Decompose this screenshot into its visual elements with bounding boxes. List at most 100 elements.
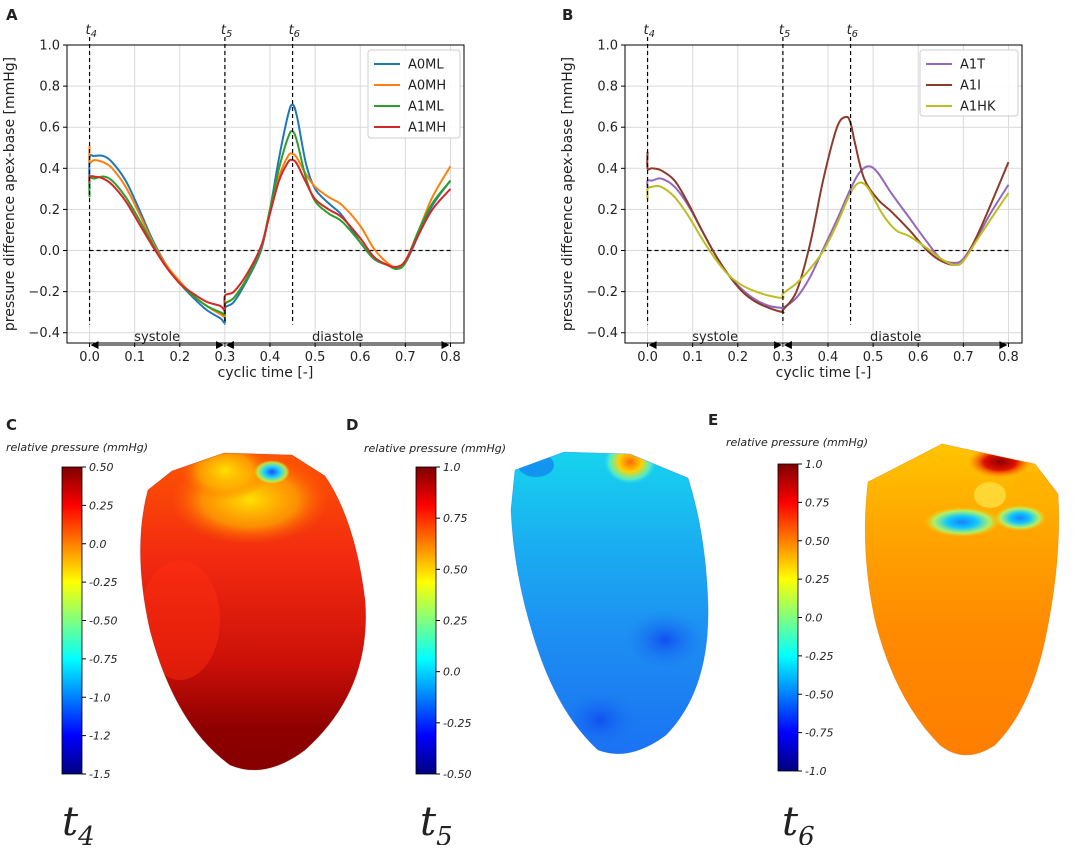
plotA-xtick-label: 0.5: [305, 350, 326, 365]
plot-a-ticks: 0.0 0.1 0.2 0.3 0.4 0.5 0.6 0.7 0.8 −0.4 −0.2 0.0 0.…: [28, 39, 460, 366]
panel-e-colorbar-tick-label: 1.0: [805, 458, 823, 471]
plotB-time-marker-label: t4: [644, 23, 655, 40]
plot-b-ylabel: pressure difference apex-base [mmHg]: [560, 57, 576, 331]
plotB-xtick-label: 0.6: [908, 350, 929, 365]
plotA-xtick-label: 0.7: [395, 350, 416, 365]
panel-d-colorbar-ticks: 1.0 0.75 0.50 0.25 0.0 -0.25 -0.50: [436, 461, 471, 781]
plot-b-legend: A1T A1I A1HK: [919, 49, 1019, 117]
panel-c-colorbar-tick-label: -1.5: [89, 768, 110, 781]
plotB-legend-label: A1T: [960, 58, 985, 73]
panel-e-colorbar-title: relative pressure (mmHg): [726, 436, 868, 449]
plotB-series-line-a1i: [646, 115, 1010, 314]
plotA-phase-label-diastole: diastole: [312, 330, 363, 345]
panel-e-label: E: [708, 411, 718, 429]
plotB-time-marker-label: t5: [779, 23, 790, 40]
plot-a-phases: systole diastole: [90, 330, 450, 350]
plotB-xtick-label: 0.4: [818, 350, 839, 365]
panel-e-colorbar-tick-label: -0.75: [805, 727, 833, 740]
panel-e-colorbar-ticks: 1.0 0.75 0.50 0.25 0.0 -0.25 -0.50 -0.75 -1.0: [798, 458, 833, 778]
panel-c-colorbar-title: relative pressure (mmHg): [6, 441, 148, 454]
panel-d-colorbar-tick-label: 0.75: [443, 512, 468, 525]
plotA-legend-label: A0ML: [408, 58, 444, 73]
plotB-phase-label-diastole: diastole: [870, 330, 921, 345]
plotA-ytick-label: 0.8: [39, 80, 60, 95]
panel-c-time-label: t4: [62, 799, 95, 845]
plotA-series-line-a1mh: [88, 158, 452, 312]
panel-d-colorbar-tick-label: 0.25: [443, 615, 468, 628]
panel-e-colorbar-tick-label: 0.0: [805, 612, 823, 625]
plotA-ytick-label: 1.0: [39, 39, 60, 54]
panel-d-colorbar-tick-label: -0.50: [443, 768, 471, 781]
plot-a-ylabel: pressure difference apex-base [mmHg]: [2, 57, 18, 331]
plotA-xtick-label: 0.6: [350, 350, 371, 365]
plotB-xtick-label: 0.2: [727, 350, 748, 365]
plotB-ytick-label: −0.2: [586, 285, 618, 300]
plotA-time-marker-label: t6: [289, 23, 300, 40]
panel-e-colorbar-tick-label: -0.25: [805, 650, 833, 663]
plotB-xtick-label: 0.7: [953, 350, 974, 365]
panel-c-colorbar-tick-label: 0.25: [89, 499, 114, 512]
panel-c-colorbar-tick-label: -1.2: [89, 730, 110, 743]
plotA-phase-label-systole: systole: [134, 330, 180, 345]
panel-b: B t4 t5 t6 systole diastole 0.0 0.1 0.2 0.3 0.4…: [560, 6, 1023, 381]
panel-c-colorbar-tick-label: -1.0: [89, 691, 110, 704]
plotA-xtick-label: 0.2: [169, 350, 190, 365]
panel-d-heart-outline: [510, 451, 709, 754]
plotA-xtick-label: 0.4: [260, 350, 281, 365]
plotA-ytick-label: −0.4: [28, 326, 60, 341]
plotB-ytick-label: 0.6: [597, 121, 618, 136]
plotA-ytick-label: 0.4: [39, 162, 60, 177]
panel-e-colorbar-tick-label: 0.50: [805, 535, 830, 548]
plotA-ytick-label: 0.6: [39, 121, 60, 136]
panel-c: C relative pressure (mmHg) 0.50 0.25 0.0 -0…: [6, 416, 366, 849]
plotA-legend-box: [367, 49, 461, 139]
panel-e-colorbar-tick-label: -0.50: [805, 688, 833, 701]
panel-e-heart-outline: [864, 443, 1060, 756]
panel-e-colorbar: [777, 463, 799, 772]
plot-b-series: [646, 115, 1010, 314]
panel-d-time-label: t5: [420, 799, 453, 845]
plotA-xtick-label: 0.8: [440, 350, 461, 365]
plotB-series-line-a1hk: [646, 181, 1010, 299]
panel-d-label: D: [346, 416, 358, 434]
plot-a-series: [88, 103, 452, 324]
panel-c-colorbar-tick-label: -0.75: [89, 653, 117, 666]
plotB-legend-label: A1I: [960, 79, 981, 94]
plotB-xtick-label: 0.0: [637, 350, 658, 365]
plotB-legend-label: A1HK: [960, 100, 996, 115]
panel-c-heart-map: [140, 453, 366, 770]
plotB-legend-box: [919, 49, 1019, 117]
plotB-ytick-label: 0.8: [597, 80, 618, 95]
panel-a: A t4 t5 t6 systole diastole 0.0 0.1 0.2 0.3 0.4…: [2, 6, 465, 381]
plotA-time-marker-label: t5: [221, 23, 232, 40]
plot-b-time-markers: t4 t5 t6: [644, 23, 858, 325]
plotB-ytick-label: 0.4: [597, 162, 618, 177]
plot-b-xlabel: cyclic time [-]: [776, 365, 872, 381]
panel-c-colorbar-tick-label: -0.50: [89, 615, 117, 628]
plotA-xtick-label: 0.0: [79, 350, 100, 365]
plotB-ytick-label: 0.2: [597, 203, 618, 218]
plotB-ytick-label: −0.4: [586, 326, 618, 341]
plotA-time-marker-label: t4: [86, 23, 97, 40]
plotA-xtick-label: 0.1: [124, 350, 145, 365]
plotA-ytick-label: 0.2: [39, 203, 60, 218]
plot-a-frame: [66, 44, 465, 344]
panel-d-colorbar-tick-label: -0.25: [443, 717, 471, 730]
panel-c-heart-outline: [140, 452, 366, 771]
panel-d: D relative pressure (mmHg) 1.0 0.75 0.50 0.…: [346, 416, 709, 849]
panel-e-colorbar-tick-label: 0.25: [805, 573, 830, 586]
panel-e-colorbar-tick-label: 0.75: [805, 496, 830, 509]
panel-c-colorbar-tick-label: 0.50: [89, 461, 114, 474]
plotA-ytick-label: 0.0: [39, 244, 60, 259]
panel-d-colorbar-title: relative pressure (mmHg): [364, 442, 506, 455]
plotB-ytick-label: 1.0: [597, 39, 618, 54]
panel-b-label: B: [562, 6, 573, 24]
plotA-legend-label: A1MH: [408, 121, 446, 136]
panel-d-colorbar: [415, 466, 437, 775]
plotB-xtick-label: 0.5: [863, 350, 884, 365]
panel-c-colorbar: [61, 466, 83, 775]
plot-a-xlabel: cyclic time [-]: [218, 365, 314, 381]
plot-a-legend: A0ML A0MH A1ML A1MH: [367, 49, 461, 139]
panel-d-heart-map: [511, 452, 709, 754]
